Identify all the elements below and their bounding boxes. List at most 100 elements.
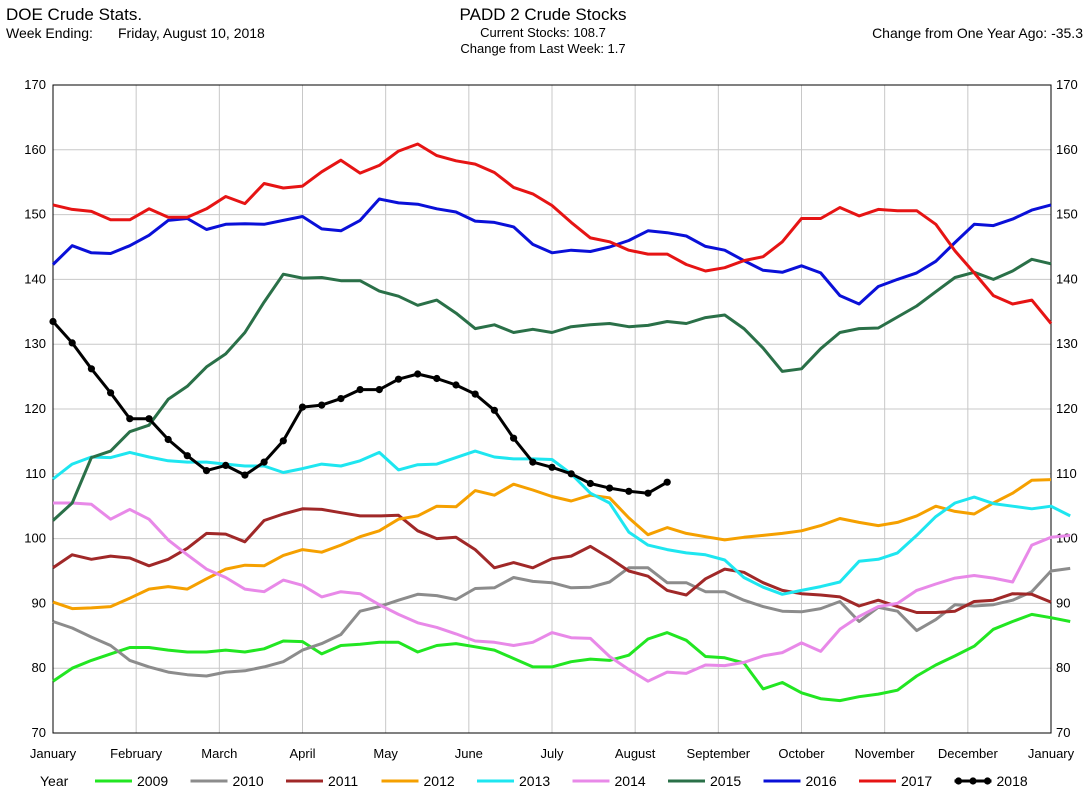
legend-label: 2014	[615, 773, 646, 789]
x-tick-label: December	[938, 746, 999, 761]
y-tick-label-right: 120	[1056, 401, 1078, 416]
series-2009	[52, 612, 1071, 703]
data-point-2018	[145, 415, 153, 423]
data-point-2018	[183, 452, 191, 460]
change-from-one-year-ago: Change from One Year Ago: -35.3	[872, 25, 1083, 41]
y-tick-label-left: 170	[24, 77, 46, 92]
legend-label: 2017	[901, 773, 932, 789]
data-point-2018	[490, 406, 498, 414]
data-point-2018	[452, 381, 460, 389]
y-tick-label-left: 80	[32, 660, 46, 675]
y-tick-label-right: 130	[1056, 336, 1078, 351]
y-tick-label-right: 110	[1056, 466, 1077, 481]
legend-label: 2016	[806, 773, 837, 789]
series-line-2017	[52, 142, 1053, 325]
legend-marker	[983, 777, 992, 785]
legend-label: 2012	[424, 773, 455, 789]
legend-label: 2018	[997, 773, 1028, 789]
x-tick-label: March	[201, 746, 237, 761]
data-point-2018	[529, 458, 537, 466]
x-tick-label: August	[615, 746, 656, 761]
data-point-2018	[625, 487, 633, 495]
data-point-2018	[202, 467, 211, 475]
legend-item-2016: 2016	[763, 773, 837, 789]
current-stocks: Current Stocks: 108.7	[480, 25, 606, 40]
y-tick-label-left: 110	[25, 466, 46, 481]
data-point-2018	[375, 386, 383, 394]
y-tick-label-left: 140	[24, 271, 46, 286]
data-point-2018	[260, 458, 268, 466]
change-from-last-week: Change from Last Week: 1.7	[460, 41, 626, 56]
data-point-2018	[164, 435, 172, 444]
data-point-2018	[107, 389, 115, 397]
legend-item-2014: 2014	[572, 773, 646, 789]
data-point-2018	[586, 479, 595, 488]
chart-title: PADD 2 Crude Stocks	[459, 5, 627, 24]
y-tick-label-right: 160	[1056, 142, 1078, 157]
series-line-2015	[51, 257, 1052, 522]
x-tick-label: January	[30, 746, 77, 761]
legend-item-2011: 2011	[286, 773, 358, 789]
y-tick-label-right: 100	[1056, 531, 1078, 546]
series-line-2010	[52, 566, 1071, 678]
legend-item-2009: 2009	[95, 773, 168, 789]
y-tick-label-right: 140	[1056, 271, 1078, 286]
legend-item-2010: 2010	[190, 773, 264, 789]
series-2015	[51, 257, 1052, 522]
x-tick-label: February	[110, 746, 163, 761]
x-tick-label: November	[855, 746, 916, 761]
data-point-2018	[548, 463, 556, 471]
data-point-2018	[298, 403, 307, 411]
series-2012	[52, 478, 1052, 611]
series-line-2018	[51, 320, 668, 495]
legend-item-2018: 2018	[954, 773, 1028, 789]
x-tick-label: April	[289, 746, 315, 761]
legend-label: 2009	[137, 773, 168, 789]
data-point-2018	[68, 339, 76, 347]
series-2018	[49, 317, 671, 497]
y-tick-label-right: 150	[1056, 207, 1078, 222]
y-tick-label-left: 90	[32, 595, 46, 610]
plot-frame	[52, 84, 1052, 734]
series-2014	[53, 501, 1071, 683]
x-tick-label: September	[687, 746, 751, 761]
legend-item-2017: 2017	[859, 773, 932, 789]
legend: Year 2009 2010 2011 2012 2013 2014 2015 2016 2017…	[40, 773, 1028, 789]
series-line-2014	[53, 501, 1071, 683]
data-point-2018	[644, 489, 652, 497]
series-2010	[52, 566, 1071, 678]
data-point-2018	[337, 395, 345, 403]
y-tick-label-right: 170	[1056, 77, 1078, 92]
week-ending-value: Friday, August 10, 2018	[118, 25, 265, 41]
legend-marker	[954, 777, 963, 785]
legend-item-2013: 2013	[477, 773, 550, 789]
legend-label: 2013	[519, 773, 550, 789]
y-axis-right: 70 80 90 100 110 120 130 140 150 160 170	[1056, 77, 1078, 740]
legend-marker	[969, 777, 977, 785]
grid-lines	[52, 84, 1052, 734]
data-point-2018	[241, 471, 249, 479]
legend-item-2012: 2012	[381, 773, 455, 789]
data-point-2018	[567, 470, 575, 478]
y-tick-label-left: 150	[24, 207, 46, 222]
legend-label: 2011	[328, 773, 358, 789]
series-2016	[51, 197, 1052, 306]
y-tick-label-left: 70	[32, 725, 46, 740]
y-tick-label-left: 130	[24, 336, 46, 351]
data-point-2018	[87, 365, 95, 373]
y-tick-label-left: 120	[24, 401, 46, 416]
week-ending-label: Week Ending:	[6, 25, 93, 41]
x-tick-label: June	[455, 746, 483, 761]
y-tick-label-right: 70	[1056, 725, 1070, 740]
data-point-2018	[279, 437, 287, 445]
data-point-2018	[606, 484, 614, 492]
data-point-2018	[394, 375, 403, 383]
y-axis-left: 70 80 90 100 110 120 130 140 150 160 170	[24, 77, 46, 740]
y-tick-label-left: 100	[24, 531, 46, 546]
y-tick-label-left: 160	[24, 142, 46, 157]
legend-label: 2015	[710, 773, 741, 789]
data-point-2018	[509, 434, 518, 442]
y-tick-label-right: 80	[1056, 660, 1070, 675]
legend-label: 2010	[233, 773, 264, 789]
